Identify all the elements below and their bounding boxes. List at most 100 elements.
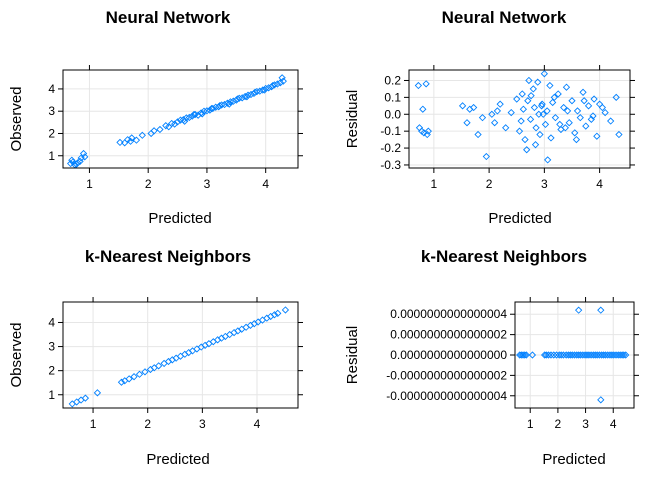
data-point [547, 134, 555, 142]
data-point [77, 154, 85, 162]
data-point [543, 107, 551, 115]
data-point [554, 90, 562, 98]
x-tick-labels: 1 2 3 4 [86, 177, 269, 191]
data-point [544, 156, 552, 164]
data-point [491, 119, 499, 127]
data-point [552, 351, 561, 359]
data-point [620, 351, 628, 359]
x-tick-label: 4 [262, 177, 269, 191]
data-point [615, 130, 623, 139]
data-point [538, 100, 546, 108]
data-point [563, 107, 572, 115]
data-point [206, 106, 214, 114]
y-tick-label: 2 [48, 364, 55, 378]
data-point [423, 130, 431, 139]
x-tick-label: 2 [486, 177, 493, 191]
x-axis-label: Predicted [146, 451, 209, 468]
x-tick-label: 3 [199, 417, 206, 431]
data-point [270, 81, 279, 89]
x-tick-label: 3 [204, 177, 211, 191]
data-point [155, 362, 163, 370]
data-point [138, 131, 146, 139]
data-point [93, 389, 102, 397]
data-point [81, 153, 89, 161]
y-axis-label: Residual [344, 326, 361, 384]
data-point [276, 79, 285, 87]
data-point [81, 394, 90, 402]
data-point [607, 117, 615, 125]
data-point [550, 351, 558, 359]
data-point [141, 368, 149, 376]
data-point [597, 396, 605, 404]
data-point [190, 110, 198, 119]
data-point [556, 120, 564, 129]
data-point [598, 103, 607, 112]
data-point [530, 103, 539, 112]
plot-frame [62, 69, 299, 169]
data-point [580, 97, 588, 105]
data-point [582, 122, 590, 130]
data-point [217, 101, 226, 109]
data-point [243, 93, 251, 101]
data-point [274, 309, 282, 317]
data-point [419, 105, 427, 113]
data-point [532, 124, 540, 132]
data-point [165, 123, 173, 131]
data-point [173, 118, 182, 126]
data-point [185, 113, 193, 122]
x-axis-label: Predicted [148, 210, 211, 227]
data-point [225, 100, 233, 108]
gridlines [63, 70, 298, 168]
data-point [527, 92, 535, 100]
data-point [584, 102, 593, 110]
data-point [565, 119, 573, 127]
y-axis-label: Observed [8, 322, 25, 387]
data-point [270, 311, 279, 319]
y-tick-labels: 0.2 0.1 0.0 -0.1 -0.2 -0.3 [380, 73, 401, 171]
data-point [521, 135, 529, 144]
data-point [209, 104, 217, 113]
data-point [515, 127, 524, 135]
data-point [573, 107, 582, 115]
x-tick-label: 1 [90, 417, 97, 431]
data-point [241, 92, 249, 101]
x-tick-label: 2 [555, 417, 562, 431]
data-point [68, 156, 76, 164]
y-tick-label: -0.0000000000000002 [386, 368, 507, 382]
plot-frame [62, 301, 299, 409]
data-point [589, 112, 597, 120]
data-point [493, 107, 502, 115]
data-point [281, 306, 290, 314]
y-tick-label: 2 [48, 126, 55, 140]
panel-title: k-Nearest Neighbors [421, 247, 587, 266]
y-tick-label: 4 [48, 315, 55, 329]
data-point [572, 135, 581, 144]
data-point [523, 146, 531, 154]
data-point [414, 81, 423, 90]
data-point [135, 370, 144, 378]
data-point [568, 97, 576, 105]
data-point [116, 138, 124, 147]
data-points [414, 70, 623, 164]
x-tick-label: 3 [582, 417, 589, 431]
y-tick-label: 1 [48, 388, 55, 402]
y-tick-label: 0.0000000000000004 [390, 307, 507, 321]
data-point [517, 351, 526, 359]
y-tick-label: -0.0000000000000004 [386, 389, 507, 403]
gridlines [63, 302, 298, 408]
x-tick-label: 2 [145, 177, 152, 191]
data-point [273, 80, 282, 88]
data-point [528, 351, 537, 359]
data-point [575, 306, 583, 314]
panel-knn-residual: k-Nearest Neighbors 1 2 3 4 0.0000000000000… [344, 247, 639, 468]
gridlines [409, 70, 630, 168]
data-point [162, 122, 170, 130]
axis-ticks [404, 65, 635, 173]
data-point [251, 88, 259, 96]
y-tick-label: -0.2 [380, 141, 401, 155]
data-point [474, 130, 482, 139]
data-point [525, 76, 533, 85]
panel-nn-observed: Neural Network 1 2 3 4 1 2 3 4 Predicted Obser… [8, 8, 303, 227]
panel-title: Neural Network [442, 8, 567, 27]
